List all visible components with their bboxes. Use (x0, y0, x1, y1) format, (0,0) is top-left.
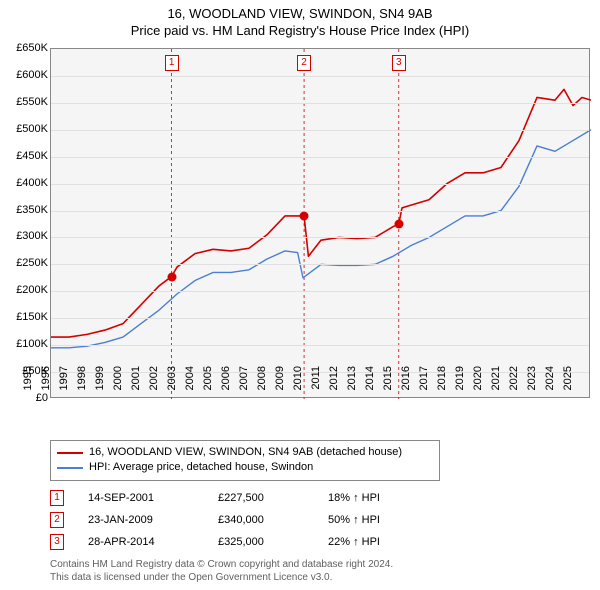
footer: Contains HM Land Registry data © Crown c… (50, 558, 393, 584)
x-tick-label: 2011 (310, 366, 322, 400)
x-tick-label: 2009 (274, 366, 286, 400)
gridline-h (51, 103, 589, 104)
marker-box: 3 (392, 55, 406, 71)
x-tick-label: 2008 (256, 366, 268, 400)
y-tick-label: £350K (2, 204, 48, 216)
legend-box: 16, WOODLAND VIEW, SWINDON, SN4 9AB (det… (50, 440, 440, 481)
x-tick-label: 2025 (562, 366, 574, 400)
x-tick-label: 2010 (292, 366, 304, 400)
x-tick-label: 2005 (202, 366, 214, 400)
gridline-h (51, 130, 589, 131)
x-tick-label: 1995 (22, 366, 34, 400)
sales-row-3: 3 28-APR-2014 £325,000 22% ↑ HPI (50, 532, 428, 552)
gridline-h (51, 291, 589, 292)
legend-swatch-price (57, 452, 83, 454)
plot-area: 1 2 3 (50, 48, 590, 398)
legend-swatch-hpi (57, 467, 83, 469)
x-tick-label: 2018 (436, 366, 448, 400)
x-tick-label: 2014 (364, 366, 376, 400)
title-block: 16, WOODLAND VIEW, SWINDON, SN4 9AB Pric… (0, 0, 600, 40)
x-tick-label: 2015 (382, 366, 394, 400)
x-tick-label: 2012 (328, 366, 340, 400)
sales-badge-1: 1 (50, 490, 64, 506)
y-tick-label: £600K (2, 69, 48, 81)
y-tick-label: £200K (2, 284, 48, 296)
x-tick-label: 1998 (76, 366, 88, 400)
sales-table: 1 14-SEP-2001 £227,500 18% ↑ HPI 2 23-JA… (50, 488, 428, 554)
x-tick-label: 2020 (472, 366, 484, 400)
chart-container: 16, WOODLAND VIEW, SWINDON, SN4 9AB Pric… (0, 0, 600, 590)
gridline-h (51, 237, 589, 238)
title-line-1: 16, WOODLAND VIEW, SWINDON, SN4 9AB (0, 6, 600, 23)
sales-date-1: 14-SEP-2001 (88, 492, 218, 504)
x-tick-label: 1996 (40, 366, 52, 400)
sales-row-2: 2 23-JAN-2009 £340,000 50% ↑ HPI (50, 510, 428, 530)
marker-box: 2 (297, 55, 311, 71)
x-tick-label: 2017 (418, 366, 430, 400)
legend-label-price: 16, WOODLAND VIEW, SWINDON, SN4 9AB (det… (89, 445, 402, 460)
x-tick-label: 2023 (526, 366, 538, 400)
gridline-h (51, 264, 589, 265)
x-tick-label: 2021 (490, 366, 502, 400)
gridline-h (51, 345, 589, 346)
sale-dot (167, 272, 176, 281)
x-tick-label: 2019 (454, 366, 466, 400)
sales-row-1: 1 14-SEP-2001 £227,500 18% ↑ HPI (50, 488, 428, 508)
x-tick-label: 2006 (220, 366, 232, 400)
footer-line-2: This data is licensed under the Open Gov… (50, 571, 393, 584)
x-tick-label: 2004 (184, 366, 196, 400)
footer-line-1: Contains HM Land Registry data © Crown c… (50, 558, 393, 571)
sales-price-2: £340,000 (218, 514, 328, 526)
x-tick-label: 2016 (400, 366, 412, 400)
x-tick-label: 2000 (112, 366, 124, 400)
y-tick-label: £650K (2, 42, 48, 54)
y-tick-label: £250K (2, 257, 48, 269)
sales-price-3: £325,000 (218, 536, 328, 548)
x-tick-label: 1997 (58, 366, 70, 400)
y-tick-label: £550K (2, 96, 48, 108)
x-tick-label: 2022 (508, 366, 520, 400)
legend-label-hpi: HPI: Average price, detached house, Swin… (89, 460, 313, 475)
sales-badge-3: 3 (50, 534, 64, 550)
x-tick-label: 1999 (94, 366, 106, 400)
gridline-h (51, 157, 589, 158)
gridline-h (51, 318, 589, 319)
sales-badge-2: 2 (50, 512, 64, 528)
legend-row-1: 16, WOODLAND VIEW, SWINDON, SN4 9AB (det… (57, 445, 433, 460)
x-tick-label: 2013 (346, 366, 358, 400)
y-tick-label: £150K (2, 311, 48, 323)
x-tick-label: 2007 (238, 366, 250, 400)
sales-price-1: £227,500 (218, 492, 328, 504)
x-tick-label: 2003 (166, 366, 178, 400)
legend-row-2: HPI: Average price, detached house, Swin… (57, 460, 433, 475)
sale-dot (394, 220, 403, 229)
title-line-2: Price paid vs. HM Land Registry's House … (0, 23, 600, 40)
x-tick-label: 2002 (148, 366, 160, 400)
sales-date-3: 28-APR-2014 (88, 536, 218, 548)
sales-hpi-3: 22% ↑ HPI (328, 536, 428, 548)
gridline-h (51, 211, 589, 212)
y-tick-label: £500K (2, 123, 48, 135)
x-tick-label: 2024 (544, 366, 556, 400)
y-tick-label: £300K (2, 230, 48, 242)
x-tick-label: 2001 (130, 366, 142, 400)
sales-hpi-2: 50% ↑ HPI (328, 514, 428, 526)
y-tick-label: £100K (2, 338, 48, 350)
y-tick-label: £400K (2, 177, 48, 189)
gridline-h (51, 76, 589, 77)
sales-date-2: 23-JAN-2009 (88, 514, 218, 526)
y-tick-label: £450K (2, 150, 48, 162)
gridline-h (51, 184, 589, 185)
sales-hpi-1: 18% ↑ HPI (328, 492, 428, 504)
sale-dot (300, 211, 309, 220)
marker-box: 1 (165, 55, 179, 71)
